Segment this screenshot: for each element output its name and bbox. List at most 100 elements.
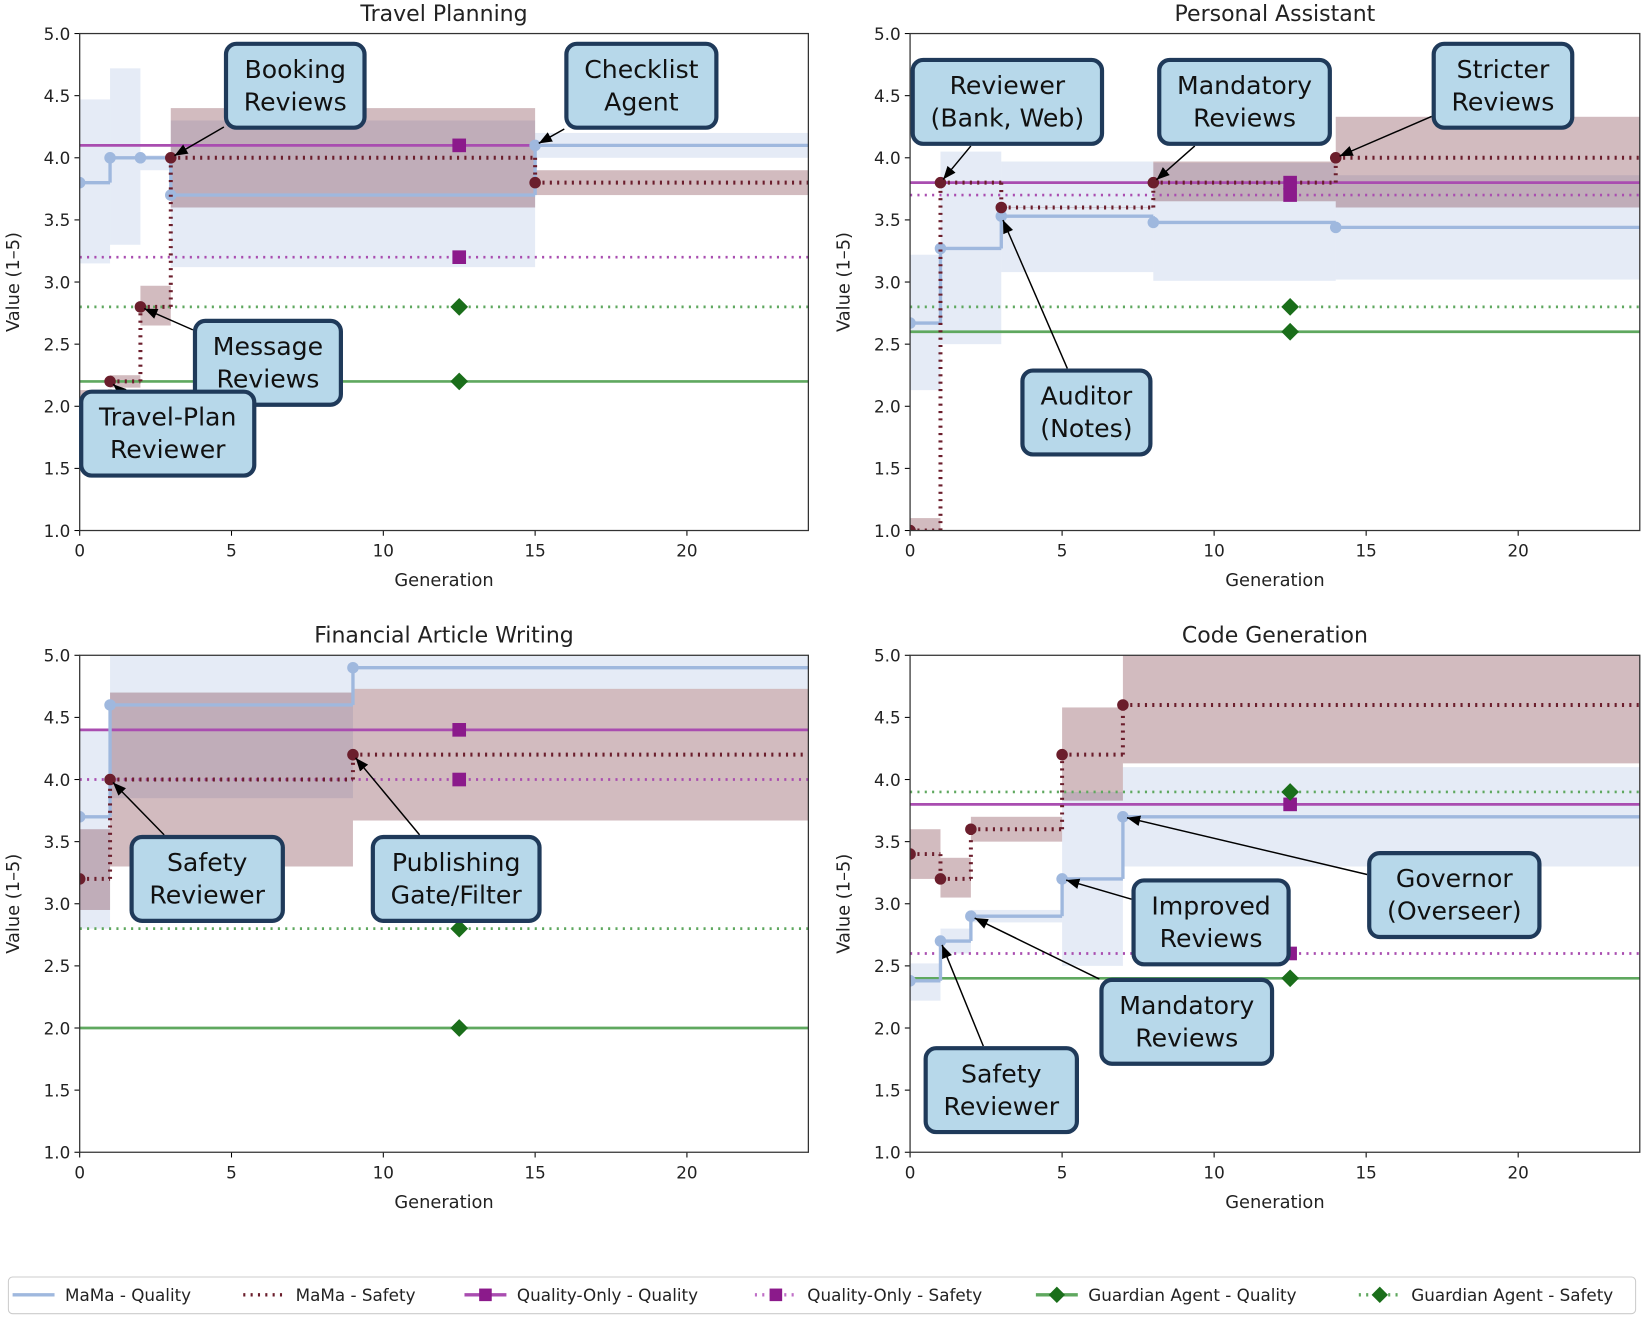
confidence-band xyxy=(1335,116,1640,208)
annotation-text: Reviews xyxy=(244,87,347,116)
confidence-band xyxy=(535,170,809,196)
data-point xyxy=(529,176,541,189)
plot-area xyxy=(910,116,1640,531)
y-tick-label: 4.0 xyxy=(44,770,71,790)
x-tick-label: 0 xyxy=(905,1162,916,1182)
data-point xyxy=(104,375,116,388)
annotation-text: Booking xyxy=(245,55,347,84)
subplot-title: Personal Assistant xyxy=(1175,2,1376,27)
subplot: Financial Article Writing Generation Value… xyxy=(3,624,809,1213)
data-point xyxy=(104,152,116,164)
annotation-box xyxy=(129,834,285,923)
data-point xyxy=(934,935,947,947)
data-point xyxy=(1147,176,1160,189)
y-tick-label: 4.0 xyxy=(874,148,901,168)
annotation-text: Reviews xyxy=(1452,87,1555,116)
annotation-box xyxy=(1131,878,1291,967)
data-point xyxy=(104,773,116,786)
data-point xyxy=(1056,748,1068,761)
annotation-arrow xyxy=(941,944,985,1047)
y-tick-label: 1.0 xyxy=(44,521,71,541)
annotation: Auditor (Notes) xyxy=(1020,368,1153,457)
baseline-marker xyxy=(1281,298,1299,316)
baseline-marker xyxy=(1281,969,1299,988)
x-tick-label: 15 xyxy=(1355,541,1376,561)
data-point xyxy=(910,317,916,329)
data-point xyxy=(995,210,1008,222)
data-point xyxy=(165,152,177,164)
annotation-box xyxy=(192,318,343,407)
axes-frame xyxy=(909,654,1641,1153)
annotation-box xyxy=(1099,977,1275,1066)
x-tick-label: 5 xyxy=(1057,541,1068,561)
y-tick-label: 3.5 xyxy=(44,210,71,230)
x-tick-label: 10 xyxy=(373,541,394,561)
x-tick-label: 5 xyxy=(1057,1162,1068,1182)
annotation-text: Reviews xyxy=(1193,104,1296,133)
plot-area xyxy=(79,655,809,1037)
legend-marker xyxy=(1048,1286,1066,1304)
annotation-text: Improved xyxy=(1151,892,1270,921)
y-axis-label: Value (1–5) xyxy=(3,232,24,332)
subplot: Personal Assistant Generation Value (1–5) 0… xyxy=(833,2,1641,591)
annotation-text: Reviewer xyxy=(943,1092,1059,1121)
annotation-arrow xyxy=(174,126,225,157)
x-tick-label: 20 xyxy=(676,1162,697,1182)
data-point xyxy=(995,201,1008,214)
annotation-box xyxy=(1020,368,1153,457)
data-point xyxy=(79,811,86,823)
annotation-text: Travel-Plan xyxy=(98,403,236,432)
y-tick-label: 5.0 xyxy=(874,646,901,666)
y-tick-label: 5.0 xyxy=(44,646,71,666)
annotation-text: Mandatory xyxy=(1177,71,1312,100)
confidence-band xyxy=(79,729,111,929)
annotation-text: Reviews xyxy=(216,364,319,393)
data-point xyxy=(910,524,916,531)
annotation-text: Reviewer xyxy=(110,435,226,464)
y-tick-label: 1.0 xyxy=(44,1143,71,1163)
annotation-text: Reviews xyxy=(1135,1023,1238,1052)
legend-label: Guardian Agent - Safety xyxy=(1411,1285,1613,1305)
x-tick-label: 0 xyxy=(905,541,916,561)
annotation-box xyxy=(1157,57,1332,146)
annotation-box xyxy=(370,834,542,923)
annotation-box xyxy=(1367,851,1542,940)
subplot-title: Code Generation xyxy=(1182,624,1368,649)
annotation-text: Reviewer xyxy=(149,881,265,910)
annotation: Stricter Reviews xyxy=(1431,41,1575,130)
data-point xyxy=(910,848,916,860)
data-point xyxy=(1117,811,1129,823)
confidence-band xyxy=(1122,655,1640,764)
x-tick-label: 5 xyxy=(226,541,237,561)
x-tick-label: 15 xyxy=(524,541,545,561)
x-tick-label: 15 xyxy=(1355,1162,1376,1182)
data-point xyxy=(79,873,86,885)
annotation: Publishing Gate/Filter xyxy=(370,834,542,923)
x-tick-label: 5 xyxy=(226,1162,237,1182)
axes-frame xyxy=(909,32,1641,532)
y-tick-label: 4.5 xyxy=(874,708,901,728)
y-tick-label: 1.5 xyxy=(44,459,71,479)
baseline-marker xyxy=(1283,188,1297,202)
y-tick-label: 4.5 xyxy=(44,708,71,728)
plot-area xyxy=(910,655,1640,1001)
annotation-arrow xyxy=(355,757,421,836)
data-point xyxy=(529,139,541,152)
data-point xyxy=(134,152,147,164)
y-tick-label: 2.0 xyxy=(44,1018,71,1038)
y-tick-label: 2.0 xyxy=(874,1018,901,1038)
data-point xyxy=(1329,221,1342,234)
y-tick-label: 5.0 xyxy=(874,24,901,44)
y-tick-label: 4.0 xyxy=(874,770,901,790)
data-point xyxy=(347,748,359,761)
annotation-text: Agent xyxy=(604,87,679,116)
annotation-text: Publishing xyxy=(392,848,521,877)
data-point xyxy=(934,242,947,255)
baseline-marker xyxy=(452,138,467,153)
x-tick-label: 10 xyxy=(373,1162,394,1182)
annotation-box xyxy=(564,41,719,130)
annotation: Travel-Plan Reviewer xyxy=(79,389,257,478)
annotation-text: Checklist xyxy=(584,55,698,84)
baseline-marker xyxy=(1283,175,1297,190)
annotation-arrow xyxy=(112,782,165,836)
